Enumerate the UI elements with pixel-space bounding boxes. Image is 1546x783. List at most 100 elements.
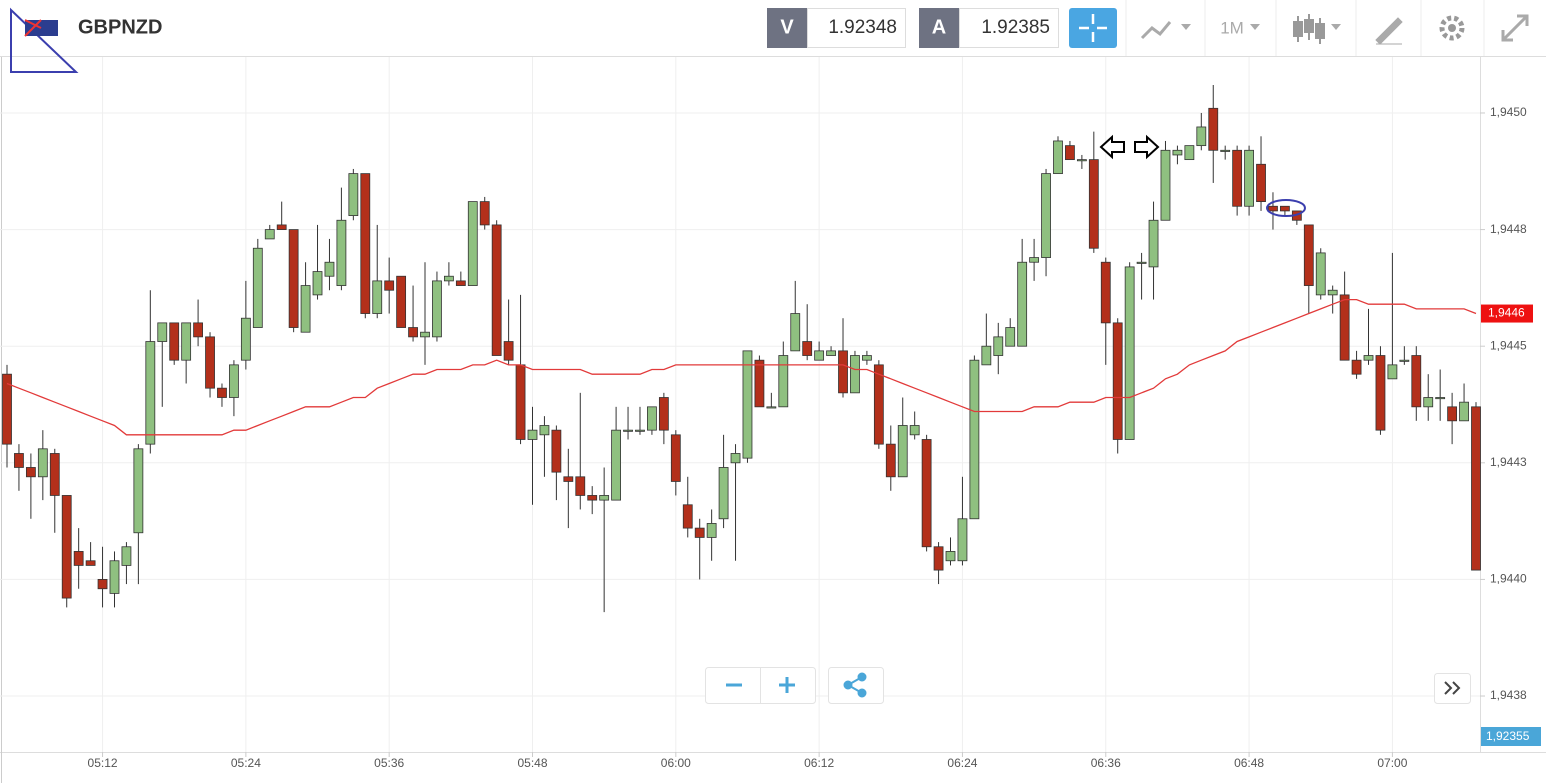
arrow-left	[1099, 134, 1125, 160]
candle-body	[396, 275, 407, 328]
drawn-triangle	[10, 7, 79, 73]
candle-body	[276, 224, 287, 230]
candle-body	[1136, 261, 1147, 264]
candle-body	[229, 364, 239, 398]
candle-body	[85, 560, 96, 566]
candle-body	[1029, 257, 1040, 263]
candle-body	[455, 280, 466, 286]
candle-body	[909, 425, 920, 436]
y-tick-label: 1,9445	[1490, 338, 1527, 352]
candle-body	[336, 219, 347, 286]
candle-body	[993, 336, 1004, 356]
x-tick-label: 05:24	[231, 756, 261, 770]
candle-body	[527, 429, 538, 440]
y-tick-label: 1,9450	[1490, 105, 1527, 119]
candle-body	[1280, 205, 1290, 212]
bid-marker	[1481, 727, 1541, 746]
candle-body	[1256, 163, 1266, 202]
candle-body	[1208, 107, 1219, 151]
highlight-ellipse	[1266, 199, 1306, 217]
x-tick-label: 06:00	[661, 756, 691, 770]
candle-body	[1471, 406, 1481, 571]
candle-body	[73, 551, 84, 566]
candle-body	[1447, 406, 1458, 422]
candle-body	[61, 495, 72, 599]
candle-body	[826, 350, 836, 356]
candle-body	[1232, 149, 1243, 207]
dropdown-caret	[1181, 24, 1191, 30]
candle-body	[1196, 126, 1207, 147]
candle-body	[1327, 289, 1338, 296]
candle-body	[1244, 149, 1254, 207]
candle-body	[300, 285, 311, 333]
candle-body	[921, 439, 932, 548]
candle-body	[718, 467, 729, 520]
y-tick-label: 1,9443	[1490, 455, 1527, 469]
arrow-right	[1134, 134, 1160, 160]
candle-body	[97, 579, 108, 590]
candle-body	[25, 467, 36, 478]
candle-body	[1017, 261, 1028, 347]
y-tick-label: 1,9448	[1490, 222, 1527, 236]
x-tick-label: 06:24	[947, 756, 977, 770]
fullscreen-icon[interactable]	[1501, 14, 1529, 42]
scroll-end-button[interactable]	[1434, 673, 1471, 704]
candle-body	[551, 429, 562, 473]
y-tick-label: 1,9440	[1490, 572, 1527, 586]
grid: 1,9438 1,9440 1,9443 1,9445 1,9448 1,9450 05:1…	[0, 57, 1527, 770]
candle-body	[312, 271, 323, 296]
candle-body	[969, 359, 980, 520]
candle-body	[1100, 261, 1111, 324]
candle-body	[1172, 149, 1183, 156]
candle-body	[850, 355, 860, 394]
timeframe[interactable]: 1M	[1220, 18, 1244, 37]
candle-body	[467, 201, 478, 286]
candle-body	[1268, 205, 1278, 212]
scroll-end-icon	[1444, 681, 1461, 695]
candle-body	[897, 425, 908, 478]
settings-hub	[1448, 24, 1456, 32]
candle-body	[420, 331, 430, 338]
candle-body	[682, 504, 693, 529]
candle-icon[interactable]	[1293, 14, 1325, 44]
bid-marker-label: 1,92355	[1486, 729, 1530, 743]
candle-body	[1435, 397, 1446, 400]
dropdown-caret	[1250, 24, 1260, 30]
candle-body	[742, 350, 753, 459]
candle-body	[348, 173, 359, 216]
candle-body	[264, 229, 275, 240]
x-tick-label: 07:00	[1377, 756, 1407, 770]
chart-type-icon[interactable]	[1140, 21, 1172, 40]
candle-body	[1184, 145, 1195, 161]
settings-icon[interactable]	[1439, 15, 1465, 41]
candle-body	[491, 224, 502, 356]
ask-button[interactable]	[919, 8, 959, 48]
candle-body	[623, 429, 633, 432]
share-button[interactable]	[828, 667, 884, 704]
candle-body	[169, 322, 180, 361]
candle-body	[873, 364, 884, 445]
candle-body	[432, 280, 442, 338]
candle-body	[1124, 266, 1135, 440]
candle-body	[14, 453, 24, 468]
candle-body	[754, 359, 765, 408]
moving-average-line	[6, 298, 1477, 436]
x-tick-label: 06:36	[1091, 756, 1121, 770]
crosshair-icon	[1079, 14, 1107, 42]
draw-tool-icon[interactable]	[1375, 17, 1403, 45]
share-icon	[843, 672, 867, 698]
candle-body	[360, 173, 371, 314]
candle-body	[1220, 149, 1231, 152]
candle-body	[1076, 159, 1087, 162]
zoom-in[interactable]	[779, 677, 795, 693]
crosshair-button[interactable]	[1069, 8, 1117, 48]
price-marker-label: 1,9446	[1488, 306, 1525, 320]
candle-body	[1160, 149, 1171, 221]
bid-button[interactable]	[767, 8, 807, 48]
candle-body	[862, 355, 872, 361]
candle-body	[1088, 159, 1099, 249]
candle-body	[599, 495, 610, 501]
candle-body	[240, 317, 251, 361]
candle-body	[885, 443, 896, 478]
candle-body	[766, 406, 777, 409]
